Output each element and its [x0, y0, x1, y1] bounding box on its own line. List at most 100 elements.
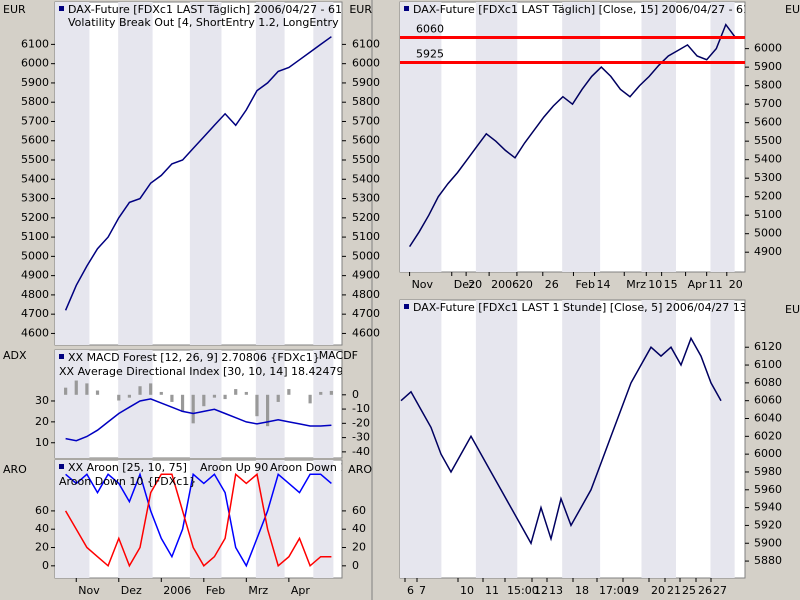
- y-tick-label: 5000: [21, 249, 49, 262]
- y-tick-label: 5300: [754, 171, 782, 184]
- y-tick-label: 4600: [352, 326, 380, 339]
- histogram-bar: [170, 394, 174, 402]
- x-tick-label: 11: [709, 278, 723, 291]
- level-label: 6060: [416, 23, 444, 36]
- y-tick-label: 4900: [21, 269, 49, 282]
- y-tick-label: 5200: [352, 211, 380, 224]
- y-tick-label: 5200: [754, 190, 782, 203]
- x-tick-label: Nov: [78, 584, 100, 597]
- y-tick-label: 5400: [352, 172, 380, 185]
- histogram-bar: [191, 394, 195, 424]
- axis-unit-label: EUR: [785, 303, 800, 316]
- y-tick-label: 5400: [21, 172, 49, 185]
- y-tick-label: 10: [35, 436, 49, 449]
- x-tick-label: 7: [419, 584, 426, 597]
- histogram-bar: [159, 391, 163, 395]
- y-tick-label: 60: [352, 504, 366, 517]
- session-band: [255, 350, 285, 458]
- y-tick-label: 6040: [754, 412, 782, 425]
- y-tick-label: 4900: [352, 269, 380, 282]
- x-tick-label: Mrz: [626, 278, 646, 291]
- axis-unit-label: ARO: [348, 463, 372, 476]
- y-tick-label: 40: [352, 522, 366, 535]
- y-tick-label: 5940: [754, 501, 782, 514]
- histogram-bar: [276, 394, 280, 402]
- y-tick-label: 6020: [754, 429, 782, 442]
- session-band: [562, 300, 601, 578]
- y-tick-label: 5300: [352, 192, 380, 205]
- series-line: [400, 336, 722, 546]
- x-tick-label: 10: [460, 584, 474, 597]
- y-tick-label: 5700: [754, 97, 782, 110]
- y-tick-label: 5920: [754, 518, 782, 531]
- y-tick-label: 5880: [754, 554, 782, 567]
- session-band: [255, 460, 285, 578]
- y-tick-label: 6000: [754, 447, 782, 460]
- y-tick-label: 6000: [352, 57, 380, 70]
- x-tick-label: Dez: [454, 278, 475, 291]
- session-band: [118, 2, 153, 345]
- histogram-bar: [212, 394, 217, 398]
- y-tick-label: 4700: [21, 307, 49, 320]
- y-tick-label: 5300: [21, 192, 49, 205]
- x-tick-label: 17:00: [599, 584, 631, 597]
- y-tick-label: 6100: [352, 37, 380, 50]
- legend: XX Aroon [25, 10, 75]Aroon Down 10 {FDXc…: [59, 461, 342, 488]
- y-tick-label: 6080: [754, 376, 782, 389]
- y2-tick-label: -10: [352, 402, 370, 415]
- legend-entry: XX Average Directional Index [30, 10, 14…: [59, 365, 389, 378]
- y-tick-label: 5000: [352, 249, 380, 262]
- y-tick-label: 4700: [352, 307, 380, 320]
- x-tick-label: 11: [485, 584, 499, 597]
- y-tick-label: 5600: [754, 116, 782, 129]
- histogram-bar: [244, 391, 248, 395]
- plot-layer: [64, 471, 332, 568]
- session-band: [400, 2, 442, 272]
- legend-icon: [59, 354, 64, 359]
- y-tick-label: 5600: [21, 134, 49, 147]
- y-tick-label: 5800: [21, 95, 49, 108]
- legend: DAX-Future [FDXc1 LAST Täglich] 2006/04/…: [59, 3, 342, 29]
- y-tick-label: 5100: [352, 230, 380, 243]
- session-band: [255, 2, 285, 345]
- y-tick-label: 5700: [352, 114, 380, 127]
- x-tick-label: Dez: [121, 584, 142, 597]
- y-tick-label: 6060: [754, 394, 782, 407]
- x-tick-label: 25: [682, 584, 696, 597]
- x-tick-label: 13: [549, 584, 563, 597]
- histogram-bar: [202, 394, 206, 407]
- plot-layer: [408, 23, 737, 248]
- y-tick-label: 5100: [754, 208, 782, 221]
- x-tick-label: 14: [597, 278, 611, 291]
- y-tick-label: 6000: [21, 57, 49, 70]
- y-tick-label: 5500: [21, 153, 49, 166]
- y-tick-label: 20: [35, 541, 49, 554]
- histogram-bar: [255, 394, 259, 417]
- x-tick-label: 26: [545, 278, 559, 291]
- x-tick-label: 20: [729, 278, 743, 291]
- series-line: [64, 36, 332, 311]
- y-tick-label: 5960: [754, 483, 782, 496]
- legend-entry: Aroon Up 90: [200, 461, 268, 474]
- y2-tick-label: -30: [352, 431, 370, 444]
- histogram-bar: [74, 380, 78, 395]
- axis-unit-label: MACDF: [319, 349, 358, 362]
- y-tick-label: 5400: [754, 153, 782, 166]
- chart-title: DAX-Future [FDXc1 LAST 1 Stunde] [Close,…: [413, 301, 782, 314]
- y-tick-label: 5800: [352, 95, 380, 108]
- series-line: [65, 398, 332, 442]
- y-tick-label: 5200: [21, 211, 49, 224]
- histogram-bar: [64, 387, 68, 395]
- x-tick-label: 18: [575, 584, 589, 597]
- histogram-bar: [149, 383, 153, 395]
- histogram-bar: [127, 394, 132, 398]
- session-band: [189, 350, 222, 458]
- y-tick-label: 6120: [754, 340, 782, 353]
- y-tick-label: 6100: [754, 358, 782, 371]
- legend-icon: [404, 6, 409, 11]
- level-label: 5925: [416, 48, 444, 61]
- plot-layer: [64, 380, 333, 442]
- histogram-bar: [329, 390, 333, 395]
- y-tick-label: 5900: [352, 76, 380, 89]
